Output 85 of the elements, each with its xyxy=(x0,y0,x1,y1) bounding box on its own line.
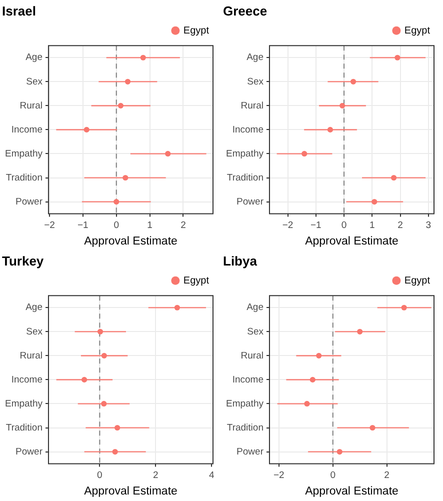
point xyxy=(310,376,316,382)
x-tick-label: 4 xyxy=(208,470,214,482)
x-tick-label: 0 xyxy=(330,470,336,482)
point xyxy=(112,448,118,455)
chart-title: Greece xyxy=(223,3,268,18)
point xyxy=(302,150,308,157)
y-tick-label: Tradition xyxy=(226,172,264,184)
point xyxy=(114,198,120,205)
y-tick-label: Power xyxy=(16,446,42,458)
point xyxy=(401,304,407,310)
point xyxy=(350,78,356,84)
legend-label: Egypt xyxy=(183,275,210,286)
x-tick-label: 2 xyxy=(180,220,186,232)
y-tick-label: Sex xyxy=(247,326,264,338)
point xyxy=(84,126,90,132)
x-tick-label: 2 xyxy=(152,470,158,482)
x-tick-label: 2 xyxy=(384,470,390,482)
point xyxy=(101,352,107,358)
y-tick-label: Rural xyxy=(240,350,264,362)
x-tick-label: −1 xyxy=(310,220,322,232)
point xyxy=(140,54,146,60)
y-tick-label: Sex xyxy=(26,76,43,88)
y-tick-label: Tradition xyxy=(226,422,264,434)
point xyxy=(122,174,128,181)
y-tick-label: Age xyxy=(26,52,42,64)
y-tick-label: Rural xyxy=(20,350,42,362)
y-tick-label: Tradition xyxy=(6,422,42,434)
x-axis-title: Approval Estimate xyxy=(305,235,398,248)
point xyxy=(101,400,107,407)
x-tick-label: −2 xyxy=(282,220,294,232)
legend-label: Egypt xyxy=(404,25,430,36)
point xyxy=(304,400,310,407)
point xyxy=(394,54,400,60)
legend-label: Egypt xyxy=(183,25,210,36)
y-tick-label: Power xyxy=(236,446,264,458)
x-tick-label: 0 xyxy=(97,470,102,482)
x-tick-label: 1 xyxy=(369,220,375,232)
y-tick-label: Empathy xyxy=(226,148,264,160)
y-tick-label: Sex xyxy=(247,76,264,88)
x-tick-label: 3 xyxy=(426,220,432,232)
y-tick-label: Income xyxy=(232,374,264,386)
point xyxy=(174,304,180,310)
y-tick-label: Age xyxy=(246,52,264,64)
point xyxy=(114,424,120,431)
chart-title: Turkey xyxy=(2,253,44,268)
point xyxy=(124,78,131,84)
point xyxy=(357,328,363,334)
x-tick-label: 0 xyxy=(114,220,120,232)
x-tick-label: −2 xyxy=(274,470,284,482)
y-tick-label: Power xyxy=(236,196,264,208)
point xyxy=(82,376,88,382)
x-tick-label: 1 xyxy=(147,220,152,232)
y-tick-label: Power xyxy=(16,196,42,208)
point xyxy=(327,126,334,132)
y-tick-label: Rural xyxy=(240,100,264,112)
x-tick-label: 2 xyxy=(398,220,403,232)
y-tick-label: Income xyxy=(11,124,42,136)
legend-label: Egypt xyxy=(404,275,430,286)
x-axis-title: Approval Estimate xyxy=(84,485,178,498)
y-tick-label: Empathy xyxy=(226,398,264,410)
x-axis-title: Approval Estimate xyxy=(84,235,178,248)
chart-title: Libya xyxy=(223,253,258,268)
x-tick-label: −2 xyxy=(44,220,55,232)
point xyxy=(336,448,342,455)
y-tick-label: Income xyxy=(232,124,264,136)
y-tick-label: Rural xyxy=(20,100,42,112)
y-tick-label: Age xyxy=(246,302,264,314)
point xyxy=(165,150,171,157)
point xyxy=(118,102,124,108)
point xyxy=(372,198,378,205)
y-tick-label: Income xyxy=(11,374,42,386)
point xyxy=(390,174,397,181)
y-tick-label: Empathy xyxy=(4,398,43,410)
point xyxy=(316,352,322,358)
y-tick-label: Empathy xyxy=(4,148,43,160)
y-tick-label: Age xyxy=(26,302,42,314)
x-tick-label: 0 xyxy=(341,220,347,232)
y-tick-label: Tradition xyxy=(6,172,42,184)
chart-title: Israel xyxy=(2,3,36,18)
point xyxy=(340,102,346,108)
y-tick-label: Sex xyxy=(26,326,43,338)
point xyxy=(97,328,104,334)
x-axis-title: Approval Estimate xyxy=(305,485,398,498)
x-tick-label: −1 xyxy=(78,220,88,232)
point xyxy=(370,424,376,431)
